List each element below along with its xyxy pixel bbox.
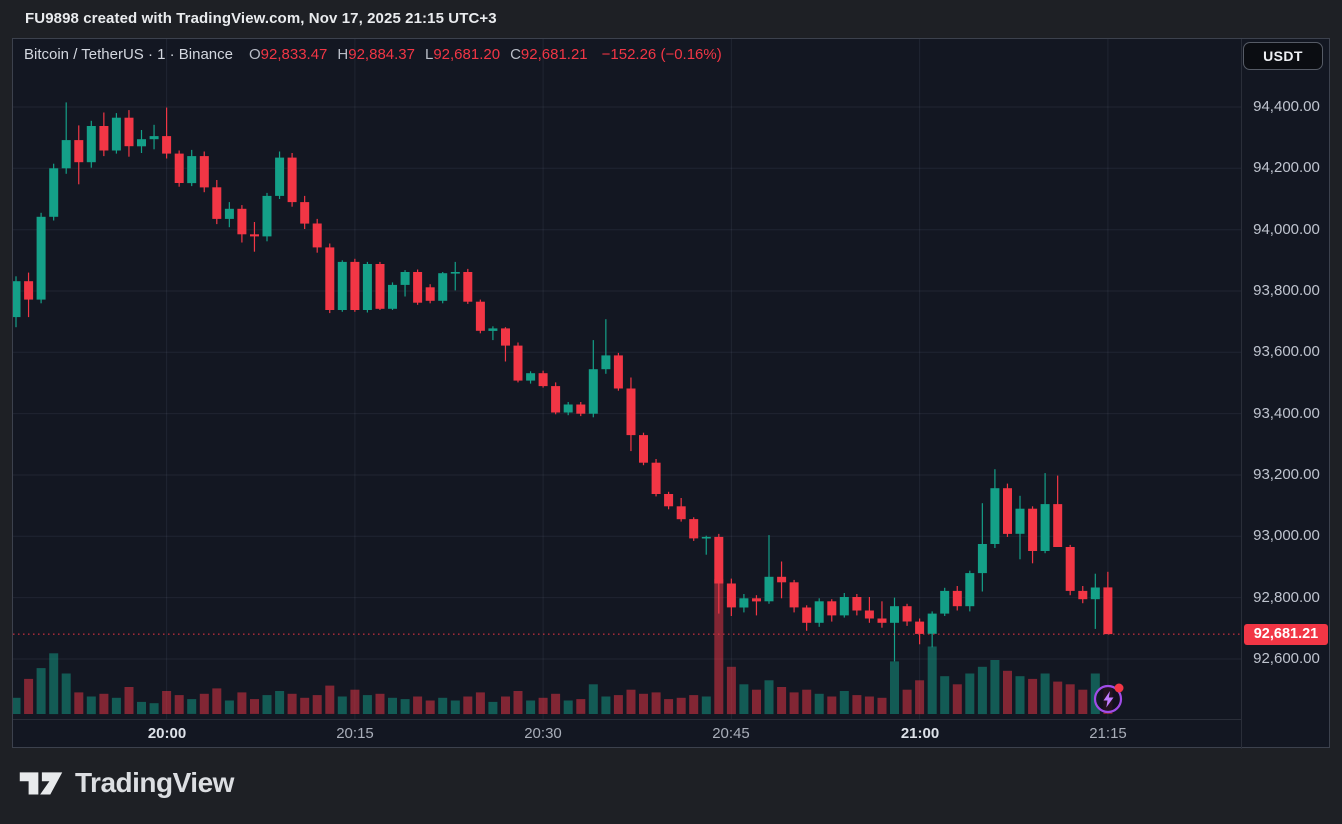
price-tick-label: 93,800.00 xyxy=(1253,282,1320,299)
ohlc-pair: O92,833.47 xyxy=(249,46,328,63)
time-tick-label: 20:30 xyxy=(524,725,562,742)
time-tick-label: 21:15 xyxy=(1089,725,1127,742)
price-tick-label: 93,600.00 xyxy=(1253,343,1320,360)
price-tick-label: 92,800.00 xyxy=(1253,589,1320,606)
price-tick-label: 93,000.00 xyxy=(1253,527,1320,544)
lightning-bolt-icon xyxy=(1103,691,1114,708)
ohlc-values: O92,833.47 H92,884.37 L92,681.20 C92,681.21 xyxy=(249,46,598,63)
symbol-title[interactable]: Bitcoin / TetherUS · 1 · Binance xyxy=(24,46,233,63)
price-tick-label: 93,200.00 xyxy=(1253,466,1320,483)
tradingview-logo-text: TradingView xyxy=(75,767,234,798)
top-attribution-bar: FU9898 created with TradingView.com, Nov… xyxy=(0,0,1342,38)
last-price-badge: 92,681.21 xyxy=(1244,624,1328,645)
footer-bar: TradingView xyxy=(0,748,1342,824)
ohlc-pair: L92,681.20 xyxy=(424,46,501,63)
flash-boost-icon[interactable] xyxy=(1091,680,1127,716)
tradingview-logo[interactable]: TradingView xyxy=(18,766,234,800)
price-tick-label: 94,200.00 xyxy=(1253,159,1320,176)
symbol-header: Bitcoin / TetherUS · 1 · Binance O92,833… xyxy=(24,46,722,63)
ohlc-pair: H92,884.37 xyxy=(337,46,415,63)
price-tick-label: 93,400.00 xyxy=(1253,405,1320,422)
notification-dot xyxy=(1114,683,1124,693)
price-tick-label: 94,000.00 xyxy=(1253,221,1320,238)
time-tick-label: 21:00 xyxy=(900,725,940,742)
time-tick-label: 20:00 xyxy=(147,725,187,742)
attribution-text: FU9898 created with TradingView.com, Nov… xyxy=(25,10,497,27)
candlestick-chart[interactable] xyxy=(13,39,1241,719)
price-change: −152.26 (−0.16%) xyxy=(601,46,722,63)
time-tick-label: 20:45 xyxy=(712,725,750,742)
time-tick-label: 20:15 xyxy=(336,725,374,742)
chart-panel: Bitcoin / TetherUS · 1 · Binance O92,833… xyxy=(12,38,1331,749)
price-tick-label: 94,400.00 xyxy=(1253,98,1320,115)
ohlc-pair: C92,681.21 xyxy=(510,46,588,63)
tradingview-mark-icon xyxy=(19,772,63,795)
currency-toggle-button[interactable]: USDT xyxy=(1243,42,1323,70)
price-tick-label: 92,600.00 xyxy=(1253,650,1320,667)
time-axis[interactable]: 20:00 20:15 20:30 20:45 21:00 21:15 xyxy=(13,719,1241,749)
price-axis[interactable]: 94,400.00 94,200.00 94,000.00 93,800.00 93,6… xyxy=(1241,39,1331,749)
